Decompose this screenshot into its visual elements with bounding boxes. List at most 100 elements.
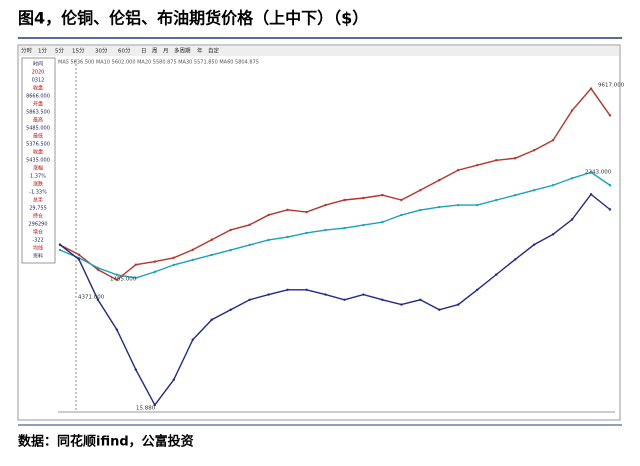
info-text: 总手: [33, 197, 43, 204]
toolbar-button: 年: [197, 47, 203, 55]
price-point: [324, 293, 327, 296]
price-point: [58, 243, 62, 246]
price-point: [476, 203, 479, 207]
price-point: [438, 308, 441, 311]
price-point: [532, 189, 536, 192]
info-text: 时间: [33, 61, 43, 68]
price-point: [229, 248, 232, 252]
price-point: [305, 288, 308, 291]
price-point: [96, 266, 100, 270]
price-line: [59, 87, 611, 281]
info-text: 5863.500: [26, 110, 50, 116]
price-point: [153, 403, 157, 407]
info-text: 2020: [32, 70, 45, 76]
price-point: [343, 226, 346, 230]
price-point: [400, 213, 403, 217]
price-point: [608, 208, 612, 211]
toolbar-button: 周: [152, 48, 158, 55]
info-text: 1.37%: [30, 174, 46, 180]
toolbar-button: 60分: [118, 47, 131, 55]
price-point: [229, 228, 232, 232]
toolbar-button: 5分: [55, 47, 64, 55]
price-point: [400, 303, 403, 306]
price-point: [419, 208, 422, 212]
price-point: [457, 168, 460, 172]
info-text: 0312: [32, 78, 45, 84]
price-point: [608, 114, 612, 117]
price-point: [248, 243, 251, 247]
info-panel: [21, 57, 56, 264]
price-point: [513, 193, 517, 197]
price-point: [286, 235, 289, 239]
price-point: [210, 318, 213, 321]
screenshot-frame: [17, 44, 621, 421]
price-point: [570, 177, 574, 180]
price-point: [513, 258, 517, 261]
info-text: 5376.500: [26, 142, 50, 148]
toolbar-button: 15分: [72, 47, 85, 55]
info-text: 均线: [33, 245, 43, 252]
price-point: [96, 298, 100, 301]
toolbar-button: 30分: [95, 47, 108, 55]
price-point: [324, 203, 327, 207]
info-text: 5485.000: [26, 126, 50, 132]
price-point: [457, 303, 460, 306]
extreme-label: 2243.000: [585, 170, 612, 176]
price-point: [419, 188, 422, 192]
price-point: [400, 198, 403, 202]
info-text: 增仓: [33, 229, 43, 236]
price-point: [419, 298, 422, 301]
ma-readout: MA5 5636.500 MA10 5602.000 MA20 5580.875…: [58, 60, 259, 66]
price-point: [343, 298, 346, 301]
price-point: [210, 253, 213, 257]
price-point: [286, 288, 289, 291]
info-text: 资料: [33, 253, 43, 260]
price-point: [286, 208, 289, 212]
price-point: [495, 159, 498, 162]
price-point: [210, 238, 213, 241]
toolbar-button: 分时: [21, 47, 33, 55]
price-point: [362, 223, 365, 227]
price-point: [476, 163, 479, 167]
info-text: 涨跌: [33, 181, 43, 188]
price-point: [570, 218, 574, 221]
price-point: [476, 288, 479, 291]
price-point: [134, 276, 138, 280]
price-point: [172, 256, 175, 259]
price-point: [191, 258, 194, 262]
price-point: [153, 260, 157, 263]
extreme-label: 4371.000: [78, 295, 105, 301]
info-text: 最低: [33, 133, 43, 140]
price-point: [532, 243, 536, 246]
price-point: [570, 109, 574, 112]
info-text: 296290: [28, 222, 47, 228]
price-point: [58, 248, 62, 252]
price-point: [134, 263, 138, 266]
price-point: [495, 198, 498, 202]
price-point: [172, 263, 175, 267]
price-point: [495, 273, 498, 276]
price-point: [248, 223, 251, 226]
price-point: [96, 268, 100, 271]
figure-title: 图4，伦铜、伦铝、布油期货价格（上中下）（$）: [18, 9, 368, 28]
price-point: [324, 228, 327, 232]
extreme-label: 1455.000: [110, 277, 137, 283]
price-point: [551, 139, 555, 142]
price-point: [343, 198, 346, 202]
extreme-label: 9617.000: [598, 83, 625, 89]
price-point: [381, 220, 384, 224]
price-point: [191, 338, 194, 341]
price-point: [115, 328, 119, 331]
price-line: [59, 171, 611, 279]
price-point: [77, 258, 81, 261]
price-point: [267, 213, 270, 217]
price-point: [513, 157, 517, 160]
info-text: -1.33%: [29, 190, 47, 196]
price-point: [438, 178, 441, 182]
price-point: [115, 278, 119, 282]
price-point: [551, 233, 555, 236]
price-point: [229, 308, 232, 311]
price-point: [589, 171, 593, 174]
info-text: 最高: [33, 117, 43, 124]
